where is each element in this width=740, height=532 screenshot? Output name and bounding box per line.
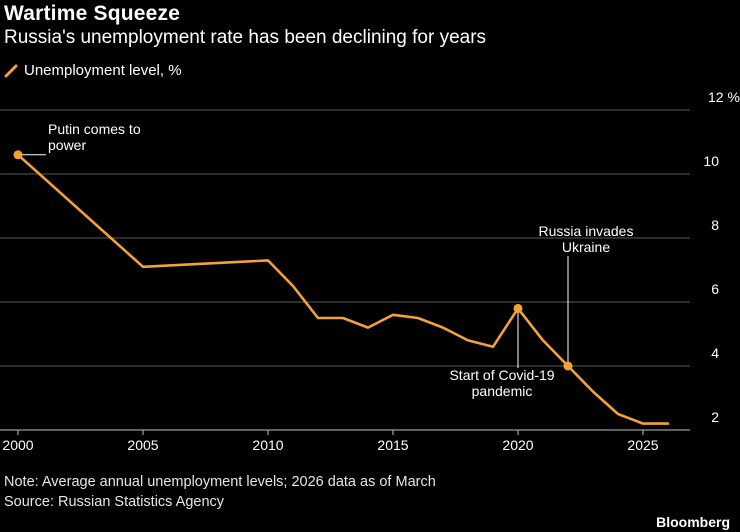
y-tick-label: 10 — [703, 153, 719, 169]
x-tick-label: 2015 — [377, 437, 408, 453]
chart-title: Wartime Squeeze — [4, 2, 181, 25]
x-tick-label: 2025 — [627, 437, 658, 453]
series-line-unemployment — [16, 153, 670, 425]
legend-label: Unemployment level, % — [24, 62, 182, 79]
y-tick-label: 12 % — [708, 89, 740, 105]
annotation-putin: Putin comes to power — [48, 121, 141, 153]
source-note: Source: Russian Statistics Agency — [4, 494, 225, 510]
y-tick-label: 2 — [711, 409, 719, 425]
footnote: Note: Average annual unemployment levels… — [4, 474, 436, 490]
bloomberg-logo: Bloomberg — [656, 514, 730, 530]
chart-subtitle: Russia's unemployment rate has been decl… — [4, 27, 487, 48]
y-tick-label: 4 — [711, 345, 719, 361]
x-tick-label: 2000 — [2, 437, 33, 453]
annotation-covid: Start of Covid-19 pandemic — [449, 367, 554, 399]
annotation-point-covid — [513, 303, 523, 313]
x-tick-label: 2005 — [127, 437, 158, 453]
x-tick-label: 2020 — [502, 437, 533, 453]
annotation-ukraine: Russia invades Ukraine — [539, 223, 634, 255]
y-tick-label: 8 — [711, 217, 719, 233]
annotation-point-ukraine — [563, 361, 573, 371]
annotation-point-putin — [13, 150, 23, 160]
line-swatch-icon — [4, 64, 18, 77]
x-tick-label: 2010 — [252, 437, 283, 453]
legend: Unemployment level, % — [4, 62, 182, 79]
y-tick-label: 6 — [711, 281, 719, 297]
